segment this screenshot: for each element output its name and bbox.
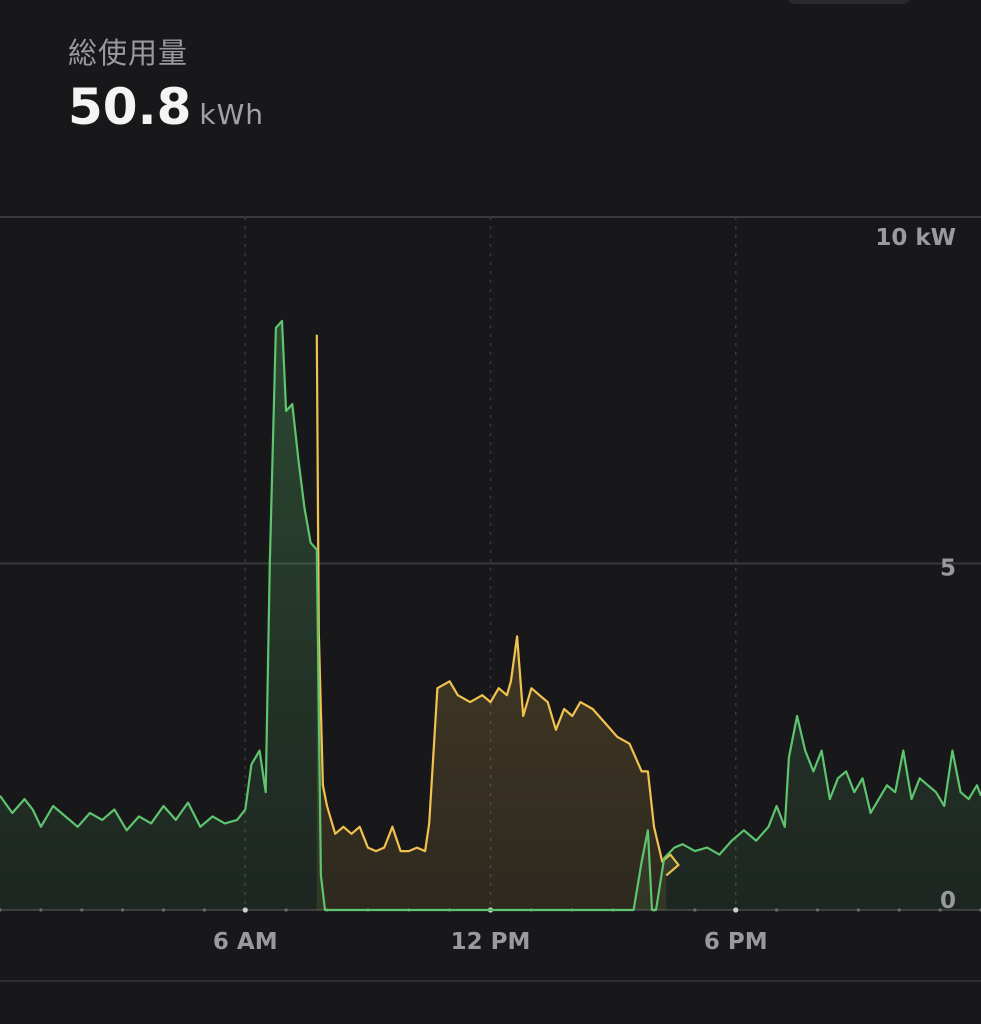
total-usage: 50.8 kWh [68, 78, 264, 136]
y-tick-label: 0 [940, 888, 956, 914]
y-tick-label: 10 kW [875, 225, 956, 251]
y-tick-label: 5 [940, 556, 956, 582]
x-tick-label: 12 PM [451, 929, 531, 955]
series-area [0, 321, 981, 910]
x-tick-label: 6 PM [704, 929, 768, 955]
series-line [0, 319, 981, 912]
series-line [315, 334, 680, 877]
total-usage-value: 50.8 [68, 78, 192, 136]
header: 総使用量 50.8 kWh [68, 30, 264, 136]
series-area [316, 334, 679, 910]
chart-title: 総使用量 [68, 36, 189, 70]
x-tick-label: 6 AM [213, 929, 278, 955]
total-usage-unit: kWh [199, 98, 265, 131]
top-pill-button[interactable] [786, 0, 912, 4]
